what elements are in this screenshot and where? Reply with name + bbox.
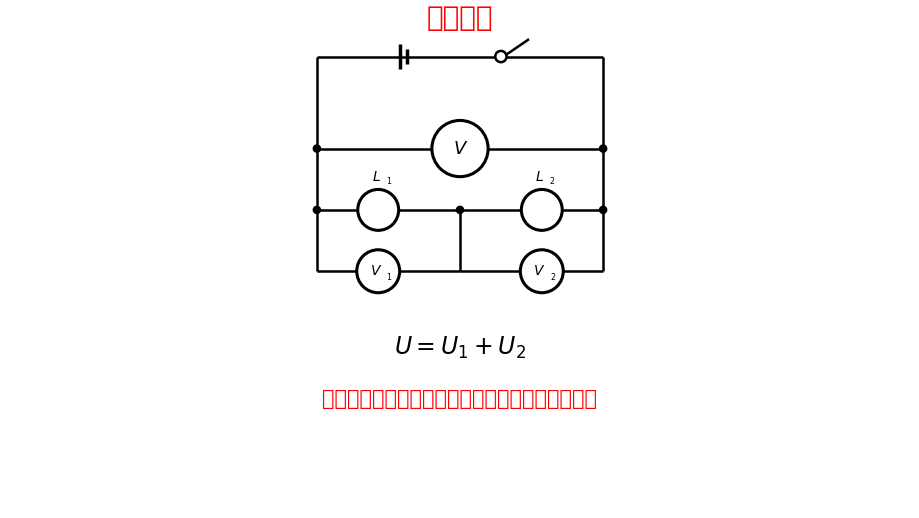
Text: $U = U_1 + U_2$: $U = U_1 + U_2$ bbox=[393, 335, 526, 361]
Circle shape bbox=[357, 190, 398, 231]
Circle shape bbox=[431, 121, 488, 177]
Text: 串联电路: 串联电路 bbox=[426, 4, 493, 32]
Circle shape bbox=[357, 250, 399, 293]
Text: $L$: $L$ bbox=[535, 170, 544, 184]
Circle shape bbox=[521, 190, 562, 231]
Circle shape bbox=[456, 206, 463, 213]
Circle shape bbox=[494, 51, 506, 62]
Circle shape bbox=[599, 145, 606, 152]
Circle shape bbox=[520, 250, 562, 293]
Circle shape bbox=[313, 206, 320, 213]
Text: $_1$: $_1$ bbox=[386, 271, 392, 283]
Text: $V$: $V$ bbox=[532, 264, 545, 278]
Circle shape bbox=[313, 145, 320, 152]
Text: $_2$: $_2$ bbox=[550, 271, 556, 283]
Text: $L$: $L$ bbox=[371, 170, 380, 184]
Text: 串联电路的总电压等于各部分电路两端电压之和。: 串联电路的总电压等于各部分电路两端电压之和。 bbox=[323, 389, 596, 409]
Circle shape bbox=[599, 206, 606, 213]
Text: $V$: $V$ bbox=[369, 264, 381, 278]
Text: V: V bbox=[453, 139, 466, 157]
Text: $_2$: $_2$ bbox=[549, 176, 555, 189]
Text: $_1$: $_1$ bbox=[385, 176, 391, 189]
